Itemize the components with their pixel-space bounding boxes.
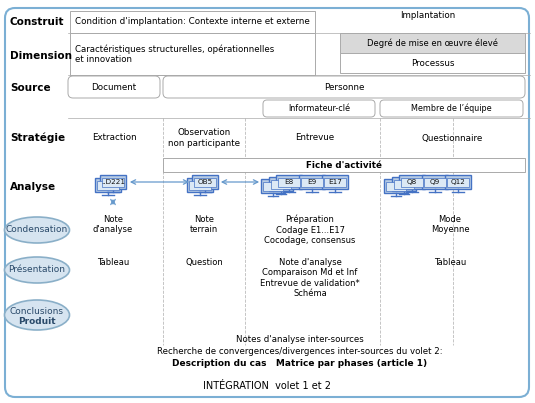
Text: Tableau: Tableau [434,258,466,267]
Text: INTÉGRATION  volet 1 et 2: INTÉGRATION volet 1 et 2 [203,381,331,391]
Text: Informateur-clé: Informateur-clé [288,104,350,113]
Text: Condition d'implantation: Contexte interne et externe: Condition d'implantation: Contexte inter… [75,17,310,27]
Bar [399,174,425,189]
Bar [261,179,285,193]
Text: Question: Question [185,258,223,267]
Text: Description du cas   Matrice par phases (article 1): Description du cas Matrice par phases (a… [172,359,427,368]
Ellipse shape [4,300,70,330]
Text: OB5: OB5 [197,179,212,185]
Bar [299,174,325,189]
Text: Personne: Personne [324,83,364,91]
Text: Note d'analyse
Comparaison Md et Inf
Entrevue de validation*
Schéma: Note d'analyse Comparaison Md et Inf Ent… [260,258,360,298]
Text: Condensation: Condensation [6,226,68,235]
Bar [271,180,291,189]
Text: ..D221: ..D221 [101,179,125,185]
Text: Q8: Q8 [407,179,417,185]
Bar [324,177,346,187]
Text: Document: Document [91,83,136,91]
Text: Recherche de convergences/divergences inter-sources du volet 2:: Recherche de convergences/divergences in… [157,347,443,356]
Text: Extraction: Extraction [91,133,136,143]
FancyBboxPatch shape [68,76,160,98]
Text: Caractéristiques structurelles, opérationnelles
et innovation: Caractéristiques structurelles, opératio… [75,44,274,64]
Ellipse shape [4,257,70,283]
Text: Q12: Q12 [450,179,465,185]
Bar [70,11,315,33]
Text: E8: E8 [285,179,294,185]
Text: Produit: Produit [18,316,56,326]
Text: Processus: Processus [411,58,454,67]
Text: Observation
non participante: Observation non participante [168,128,240,148]
Bar [445,174,471,189]
Text: Conclusions: Conclusions [10,307,64,316]
FancyBboxPatch shape [263,100,375,117]
Bar [100,174,126,189]
Bar [276,174,302,189]
Text: Mode
Moyenne: Mode Moyenne [431,215,469,235]
Text: Questionnaire: Questionnaire [422,133,483,143]
Text: Degré de mise en œuvre élevé: Degré de mise en œuvre élevé [367,38,498,48]
Bar [386,182,406,191]
Text: Préparation
Codage E1...E17
Cocodage, consensus: Préparation Codage E1...E17 Cocodage, co… [264,215,356,245]
Bar [187,177,213,193]
Text: E9: E9 [308,179,317,185]
Bar [340,33,525,53]
Bar [189,181,211,191]
Text: Membre de l’équipe: Membre de l’équipe [411,104,492,113]
Bar [269,177,293,191]
Text: Construit: Construit [10,17,65,27]
Bar [102,177,124,187]
Text: Stratégie: Stratégie [10,133,65,143]
Ellipse shape [4,217,70,243]
Bar [340,53,525,73]
Bar [95,177,121,193]
Bar [194,177,216,187]
Text: Entrevue: Entrevue [295,133,334,143]
Text: E17: E17 [328,179,342,185]
Text: Présentation: Présentation [9,266,65,274]
Bar [278,177,300,187]
FancyBboxPatch shape [5,8,529,397]
Text: Note
d'analyse: Note d'analyse [93,215,133,235]
Text: Notes d'analyse inter-sources: Notes d'analyse inter-sources [236,335,364,344]
Bar [392,177,416,191]
Bar [163,158,525,172]
Bar [424,177,446,187]
Bar [301,177,323,187]
Bar [70,33,315,75]
FancyBboxPatch shape [163,76,525,98]
Bar [401,177,423,187]
FancyBboxPatch shape [380,100,523,117]
Bar [97,181,119,191]
Bar [422,174,448,189]
Bar [394,180,414,189]
Text: Fiche d'activité: Fiche d'activité [306,160,382,170]
Bar [447,177,469,187]
Text: Source: Source [10,83,51,93]
Text: Tableau: Tableau [97,258,129,267]
Bar [384,179,408,193]
Bar [322,174,348,189]
Text: Dimension: Dimension [10,51,72,61]
Text: Implantation: Implantation [400,12,455,21]
Bar [263,182,283,191]
Text: Note
terrain: Note terrain [190,215,218,235]
Text: Analyse: Analyse [10,182,56,192]
Text: Q9: Q9 [430,179,440,185]
Bar [192,174,218,189]
